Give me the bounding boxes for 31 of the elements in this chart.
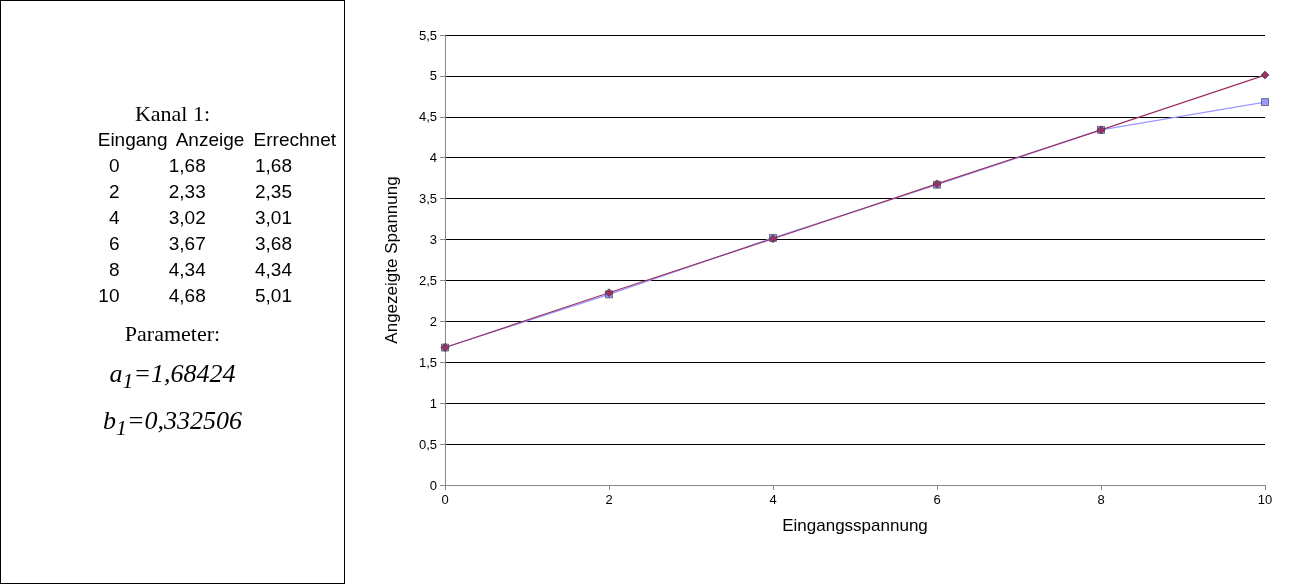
y-tick-label: 5,5 xyxy=(418,27,437,43)
text: b$_{1}$=0,332506 xyxy=(102,406,243,442)
text: 0 1,68 1,68 xyxy=(107,154,293,178)
text: 8 4,34 4,34 xyxy=(107,258,293,282)
text: 2 2,33 2,35 xyxy=(107,180,293,204)
x-tick-label: 8 xyxy=(1097,492,1105,507)
y-tick-label: 3 xyxy=(429,232,437,248)
text: 6 3,67 3,68 xyxy=(107,232,293,256)
text: Eingang Anzeige Errechnet xyxy=(96,128,337,152)
text: 10 4,68 5,01 xyxy=(97,284,293,308)
y-tick-label: 4 xyxy=(429,150,437,166)
x-tick-label: 2 xyxy=(605,492,613,507)
y-tick-label: 1,5 xyxy=(418,354,437,370)
x-axis-title: Eingangsspannung xyxy=(782,516,928,535)
y-tick-label: 0 xyxy=(429,477,437,493)
y-tick-label: 3,5 xyxy=(418,191,437,207)
text: Kanal 1: xyxy=(133,101,212,127)
text: a$_{1}$=1,68424 xyxy=(108,359,237,395)
y-tick-label: 5 xyxy=(429,68,437,84)
y-tick-label: 2 xyxy=(429,313,437,329)
y-axis-title: Angezeigte Spannung xyxy=(382,176,401,344)
y-tick-label: 1 xyxy=(429,395,437,411)
text: 4 3,02 3,01 xyxy=(107,206,293,230)
text: Parameter: xyxy=(123,321,222,347)
x-tick-label: 6 xyxy=(933,492,941,507)
x-tick-label: 0 xyxy=(441,492,449,507)
y-tick-label: 0,5 xyxy=(418,436,437,452)
x-tick-label: 10 xyxy=(1257,492,1273,507)
y-tick-label: 4,5 xyxy=(418,109,437,125)
y-tick-label: 2,5 xyxy=(418,272,437,288)
x-tick-label: 4 xyxy=(769,492,777,507)
